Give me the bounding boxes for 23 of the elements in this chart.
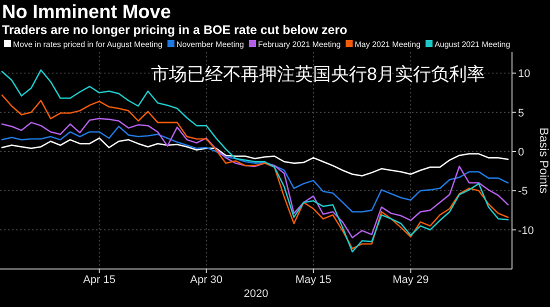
chart-title: No Imminent Move <box>2 2 171 23</box>
annotation: 市场已经不再押注英国央行8月实行负利率 <box>150 64 486 84</box>
legend-label: February 2021 Meeting <box>258 40 341 49</box>
legend-label: May 2021 Meeting <box>354 40 421 49</box>
line-series <box>1 137 509 176</box>
x-tick-label: May 15 <box>295 274 332 286</box>
line-series <box>1 118 509 238</box>
line-series <box>1 94 509 250</box>
line-series <box>1 126 509 213</box>
y-tick-label: 0 <box>518 146 524 158</box>
y-tick-label: 5 <box>518 107 524 120</box>
legend-label: August 2021 Meeting <box>434 40 510 49</box>
chart-subtitle: Traders are no longer pricing in a BOE rate cut below zero <box>2 23 348 37</box>
x-tick-label: Apr 15 <box>83 274 116 286</box>
y-tick-label: -5 <box>518 186 528 198</box>
x-tick-label: Apr 30 <box>190 274 223 286</box>
x-axis-title: 2020 <box>244 288 268 300</box>
x-tick-label: May 29 <box>392 274 429 286</box>
legend-label: November Meeting <box>176 40 244 49</box>
y-axis-title: Basis Points <box>537 127 550 194</box>
legend-label: Move in rates priced in for August Meeting <box>13 40 162 49</box>
y-tick-label: -10 <box>518 224 534 237</box>
y-tick-label: 10 <box>518 68 530 80</box>
